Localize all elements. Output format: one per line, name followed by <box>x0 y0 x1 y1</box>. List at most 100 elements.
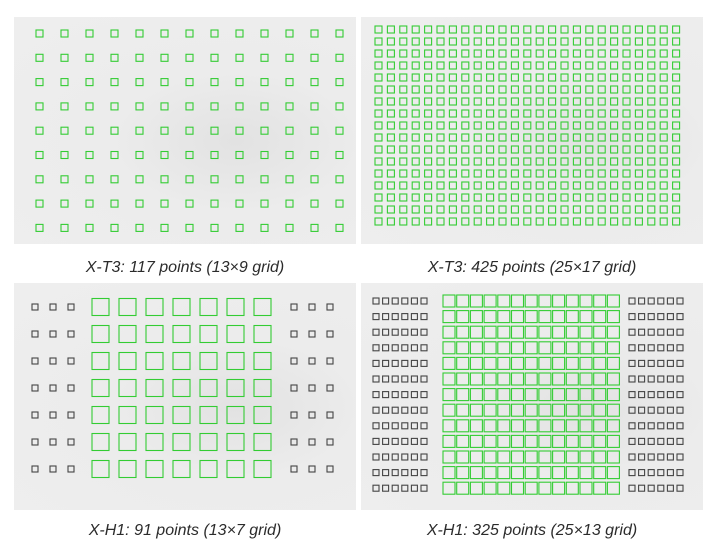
af-point-active <box>659 205 668 214</box>
af-point-inactive <box>420 484 428 492</box>
af-point-active <box>442 341 456 355</box>
af-point-active <box>436 169 445 178</box>
af-point-inactive <box>382 328 390 336</box>
af-point-active <box>411 49 420 58</box>
af-point-active <box>486 217 495 226</box>
af-point-active <box>483 403 497 417</box>
af-point-active <box>548 217 557 226</box>
af-point-active <box>442 310 456 324</box>
af-point-active <box>548 37 557 46</box>
af-point-active <box>579 419 593 433</box>
af-point-active <box>172 432 191 452</box>
af-point-active <box>185 223 194 232</box>
af-point-inactive <box>657 297 665 305</box>
af-point-active <box>579 356 593 370</box>
af-point-active <box>672 205 681 214</box>
af-point-active <box>535 121 544 130</box>
af-point-active <box>411 205 420 214</box>
af-point-active <box>399 133 408 142</box>
af-point-active <box>497 403 511 417</box>
af-point-active <box>659 85 668 94</box>
af-point-active <box>535 169 544 178</box>
af-point-active <box>469 310 483 324</box>
af-point-active <box>523 217 532 226</box>
af-point-active <box>510 157 519 166</box>
af-point-active <box>597 193 606 202</box>
af-point-active <box>510 388 525 402</box>
af-point-active <box>424 109 433 118</box>
af-point-inactive <box>391 344 399 352</box>
af-point-active <box>469 325 483 339</box>
af-point-inactive <box>290 438 298 446</box>
af-point-active <box>399 145 408 154</box>
af-point-active <box>110 126 119 135</box>
af-point-active <box>606 434 620 448</box>
af-point-active <box>436 193 445 202</box>
af-point-active <box>118 297 137 317</box>
af-point-active <box>523 61 532 70</box>
af-point-active <box>610 157 619 166</box>
af-point-active <box>565 341 579 355</box>
af-point-active <box>436 157 445 166</box>
af-point-active <box>497 434 511 448</box>
af-point-active <box>659 193 668 202</box>
af-point-active <box>424 73 433 82</box>
af-point-active <box>260 223 269 232</box>
af-point-active <box>622 169 631 178</box>
af-point-active <box>597 133 606 142</box>
af-point-active <box>565 434 579 448</box>
af-point-active <box>579 372 593 386</box>
af-point-active <box>510 97 519 106</box>
af-point-inactive <box>49 465 57 473</box>
af-point-active <box>572 217 581 226</box>
af-point-active <box>552 325 566 339</box>
af-point-active <box>442 403 456 417</box>
af-point-active <box>585 61 594 70</box>
af-point-inactive <box>638 484 646 492</box>
af-point-inactive <box>666 406 674 414</box>
af-point-active <box>461 121 470 130</box>
af-point-active <box>498 217 507 226</box>
af-point-active <box>572 73 581 82</box>
af-point-active <box>436 97 445 106</box>
af-point-active <box>622 25 631 34</box>
af-point-inactive <box>326 357 334 365</box>
af-point-inactive <box>647 344 655 352</box>
af-point-inactive <box>657 484 665 492</box>
af-point-active <box>610 61 619 70</box>
af-point-inactive <box>666 469 674 477</box>
af-point-active <box>560 85 569 94</box>
af-point-inactive <box>290 303 298 311</box>
af-point-active <box>486 169 495 178</box>
af-point-active <box>593 294 607 308</box>
af-point-active <box>448 37 457 46</box>
af-point-active <box>235 29 244 38</box>
af-point-inactive <box>628 469 636 477</box>
af-point-active <box>548 73 557 82</box>
af-point-active <box>486 97 495 106</box>
af-point-active <box>110 102 119 111</box>
af-point-active <box>497 450 511 464</box>
af-point-active <box>552 450 566 464</box>
af-point-inactive <box>638 391 646 399</box>
af-point-inactive <box>628 328 636 336</box>
af-point-active <box>510 217 519 226</box>
af-point-active <box>118 324 137 344</box>
af-point-inactive <box>657 344 665 352</box>
af-point-active <box>560 145 569 154</box>
af-point-active <box>35 53 44 62</box>
af-point-inactive <box>391 484 399 492</box>
af-point-active <box>572 169 581 178</box>
af-point-active <box>469 434 483 448</box>
af-point-inactive <box>657 453 665 461</box>
af-point-active <box>498 109 507 118</box>
af-point-active <box>185 78 194 87</box>
af-point-active <box>538 450 552 464</box>
af-point-active <box>552 481 566 495</box>
af-point-inactive <box>657 437 665 445</box>
af-point-active <box>659 37 668 46</box>
af-point-active <box>486 121 495 130</box>
af-point-active <box>91 351 110 371</box>
af-point-active <box>35 223 44 232</box>
af-point-active <box>510 419 525 433</box>
